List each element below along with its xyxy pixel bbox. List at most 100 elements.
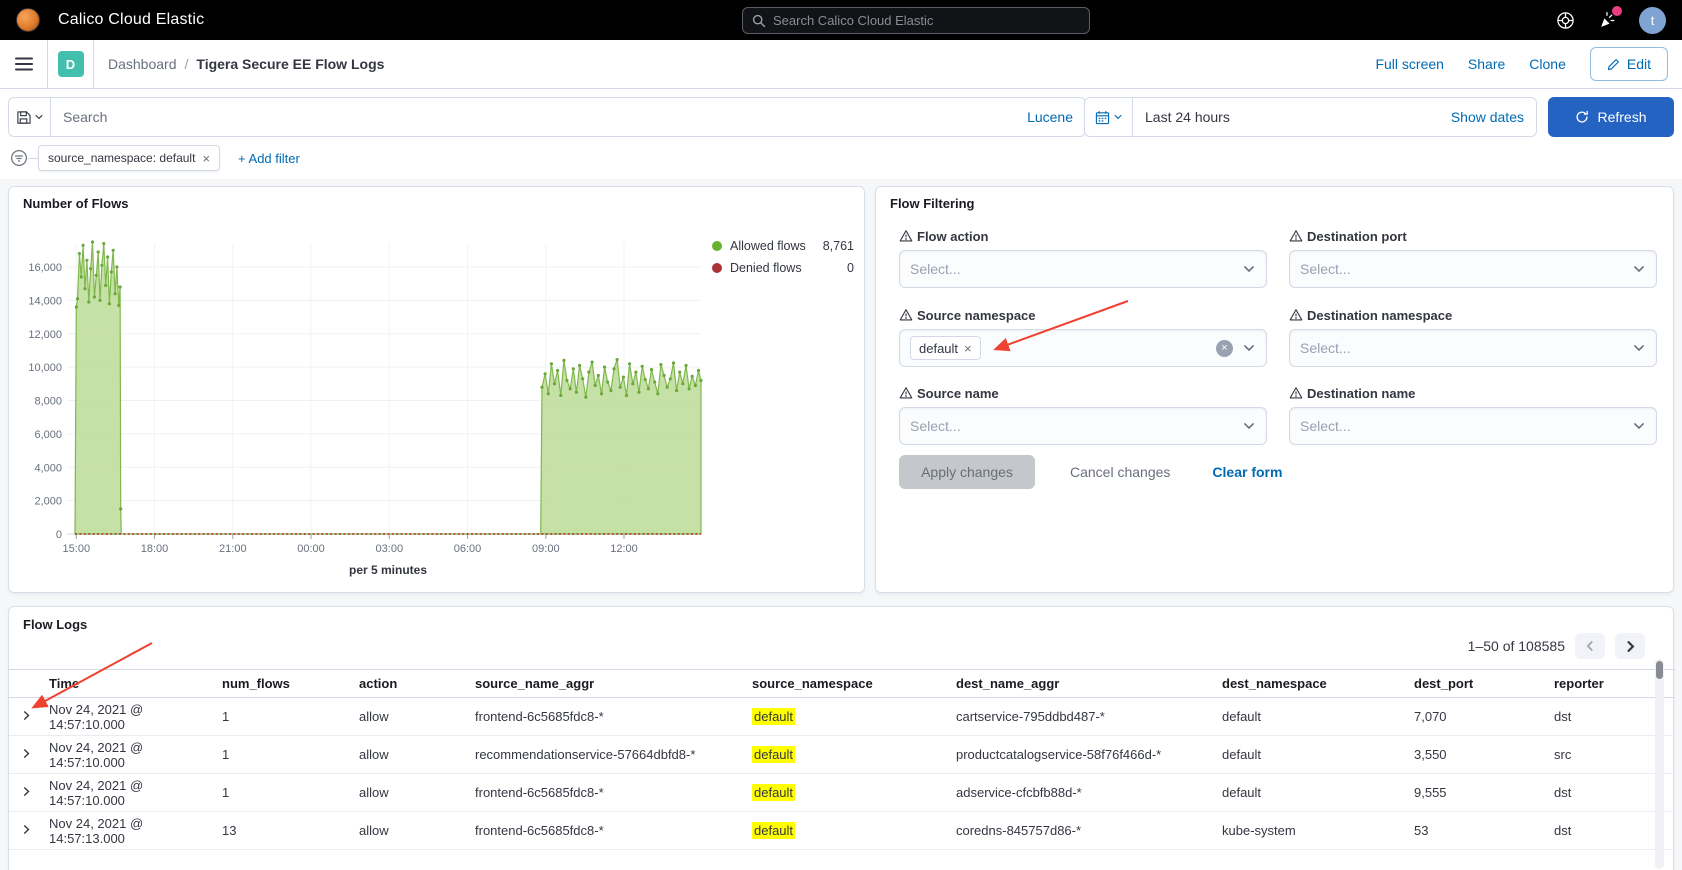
table-row[interactable]: Nov 24, 2021 @ 14:57:10.000 1 allow fronten…	[9, 773, 1675, 812]
column-header-num-flows[interactable]: num_flows	[222, 669, 359, 698]
cell-action: allow	[359, 735, 475, 774]
flow-filtering-panel: Flow Filtering Flow action Select... Des…	[875, 186, 1674, 593]
chevron-left-icon	[1586, 641, 1593, 651]
legend-value: 8,761	[822, 239, 854, 253]
pencil-icon	[1607, 58, 1619, 70]
field-destination-name: Destination name Select...	[1289, 385, 1657, 445]
notification-dot	[1612, 6, 1622, 16]
user-avatar[interactable]: t	[1639, 6, 1666, 34]
help-icon[interactable]	[1555, 10, 1575, 30]
row-expand-icon[interactable]	[9, 735, 49, 774]
chevron-down-icon	[1244, 423, 1254, 430]
column-header-dest-port[interactable]: dest_port	[1414, 669, 1554, 698]
table-row[interactable]: Nov 24, 2021 @ 14:57:13.000 13 allow fronte…	[9, 811, 1675, 850]
cell-dest-namespace: default	[1222, 697, 1414, 736]
select-source-namespace[interactable]: default × ×	[899, 329, 1267, 367]
field-source-name: Source name Select...	[899, 385, 1267, 445]
highlighted-value: default	[752, 784, 796, 801]
global-search[interactable]	[742, 7, 1090, 34]
full-screen-link[interactable]: Full screen	[1375, 56, 1444, 72]
svg-text:per 5 minutes: per 5 minutes	[349, 563, 427, 577]
clone-link[interactable]: Clone	[1529, 56, 1566, 72]
select-destination-namespace[interactable]: Select...	[1289, 329, 1657, 367]
date-picker: Last 24 hours Show dates	[1084, 97, 1537, 137]
clear-form-button[interactable]: Clear form	[1212, 464, 1283, 480]
legend-item-allowed-flows[interactable]: Allowed flows 8,761	[712, 235, 854, 257]
chart-legend: Allowed flows 8,761 Denied flows 0	[712, 235, 854, 279]
cell-dest-port: 9,555	[1414, 773, 1554, 812]
scrollbar-thumb[interactable]	[1656, 661, 1663, 679]
breadcrumb-separator: /	[184, 56, 189, 72]
cell-reporter: dst	[1554, 811, 1675, 850]
query-language-switch[interactable]: Lucene	[1027, 109, 1073, 125]
news-feed-icon[interactable]	[1597, 6, 1622, 30]
column-header-time[interactable]: Time	[49, 669, 222, 698]
query-input[interactable]	[63, 109, 1020, 125]
share-link[interactable]: Share	[1467, 56, 1506, 72]
edit-button[interactable]: Edit	[1589, 47, 1668, 81]
column-header-dest-namespace[interactable]: dest_namespace	[1222, 669, 1414, 698]
legend-label: Allowed flows	[730, 239, 806, 253]
chevron-down-icon	[1634, 345, 1644, 352]
query-search-field[interactable]: Lucene	[50, 97, 1086, 137]
next-page-button[interactable]	[1615, 633, 1645, 659]
previous-page-button[interactable]	[1575, 633, 1605, 659]
column-header-source-namespace[interactable]: source_namespace	[752, 669, 956, 698]
quick-select-button[interactable]	[1085, 98, 1133, 136]
menu-icon[interactable]	[0, 40, 48, 88]
chevron-down-icon	[1634, 423, 1644, 430]
svg-text:09:00: 09:00	[532, 543, 560, 555]
cell-action: allow	[359, 811, 475, 850]
calico-logo-icon[interactable]	[16, 8, 40, 32]
legend-value: 0	[847, 261, 854, 275]
clear-selection-icon[interactable]: ×	[1216, 339, 1233, 357]
field-destination-namespace: Destination namespace Select...	[1289, 307, 1657, 367]
flows-area-chart[interactable]: 0 2,000 4,000 6,000 8,000 10,000 12,000 14,000 1…	[9, 213, 866, 591]
column-header-reporter[interactable]: reporter	[1554, 669, 1675, 698]
refresh-button[interactable]: Refresh	[1548, 97, 1674, 137]
cell-reporter: dst	[1554, 773, 1675, 812]
global-search-input[interactable]	[773, 13, 1080, 28]
column-header-dest-name-aggr[interactable]: dest_name_aggr	[956, 669, 1222, 698]
warning-icon	[1289, 309, 1303, 321]
table-row[interactable]: Nov 24, 2021 @ 14:57:10.000 1 allow recomme…	[9, 735, 1675, 774]
filter-pill-source-namespace[interactable]: source_namespace: default ×	[38, 145, 221, 171]
field-label-destination-name: Destination name	[1289, 385, 1657, 401]
column-header-source-name-aggr[interactable]: source_name_aggr	[475, 669, 752, 698]
remove-filter-icon[interactable]: ×	[202, 150, 211, 166]
row-expand-icon[interactable]	[9, 811, 49, 850]
cell-dest-name-aggr: productcatalogservice-58f76f466d-*	[956, 735, 1222, 774]
save-icon	[16, 110, 31, 124]
select-destination-name[interactable]: Select...	[1289, 407, 1657, 445]
column-header-action[interactable]: action	[359, 669, 475, 698]
legend-dot-icon	[712, 241, 722, 251]
chevron-right-icon	[1626, 640, 1634, 652]
time-range-value[interactable]: Last 24 hours	[1145, 109, 1230, 125]
table-scrollbar[interactable]	[1655, 659, 1664, 869]
show-dates-link[interactable]: Show dates	[1450, 109, 1524, 125]
add-filter-link[interactable]: + Add filter	[238, 150, 300, 166]
row-expand-icon[interactable]	[9, 773, 49, 812]
chevron-down-icon	[1244, 345, 1254, 352]
chevron-down-icon	[1634, 266, 1644, 273]
svg-text:15:00: 15:00	[63, 543, 91, 555]
filter-icon[interactable]	[10, 149, 28, 167]
cell-dest-name-aggr: adservice-cfcbfb88d-*	[956, 773, 1222, 812]
select-destination-port[interactable]: Select...	[1289, 250, 1657, 288]
saved-query-menu-button[interactable]	[8, 97, 50, 137]
cell-num-flows: 1	[222, 735, 359, 774]
apply-changes-button[interactable]: Apply changes	[899, 455, 1035, 489]
top-app-bar: Calico Cloud Elastic t	[0, 0, 1682, 40]
select-source-name[interactable]: Select...	[899, 407, 1267, 445]
legend-item-denied-flows[interactable]: Denied flows 0	[712, 257, 854, 279]
row-expand-icon[interactable]	[9, 697, 49, 736]
table-row[interactable]: Nov 24, 2021 @ 14:57:10.000 1 allow fronten…	[9, 697, 1675, 736]
dashboard-badge[interactable]: D	[57, 51, 84, 77]
cell-source-namespace: default	[752, 773, 956, 812]
cancel-changes-button[interactable]: Cancel changes	[1070, 464, 1171, 480]
breadcrumb-dashboard[interactable]: Dashboard	[108, 56, 177, 72]
selected-tag-default[interactable]: default ×	[910, 336, 981, 360]
select-flow-action[interactable]: Select...	[899, 250, 1267, 288]
remove-tag-icon[interactable]: ×	[964, 340, 972, 356]
